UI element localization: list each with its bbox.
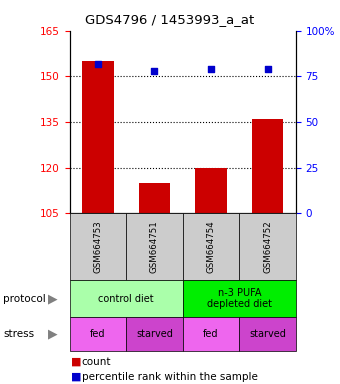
Text: starved: starved: [249, 329, 286, 339]
Text: starved: starved: [136, 329, 173, 339]
Text: stress: stress: [3, 329, 35, 339]
Text: percentile rank within the sample: percentile rank within the sample: [82, 372, 257, 382]
Text: GSM664753: GSM664753: [94, 220, 102, 273]
Bar: [252, 119, 283, 213]
Text: fed: fed: [90, 329, 106, 339]
Text: count: count: [82, 357, 111, 367]
Bar: [139, 183, 170, 213]
Text: ▶: ▶: [48, 328, 57, 341]
Text: GSM664752: GSM664752: [263, 220, 272, 273]
Text: GDS4796 / 1453993_a_at: GDS4796 / 1453993_a_at: [85, 13, 255, 26]
Text: ■: ■: [71, 372, 82, 382]
Text: ■: ■: [71, 357, 82, 367]
Text: fed: fed: [203, 329, 219, 339]
Text: ▶: ▶: [48, 292, 57, 305]
Text: GSM664751: GSM664751: [150, 220, 159, 273]
Text: protocol: protocol: [3, 293, 46, 304]
Point: [265, 66, 270, 72]
Text: GSM664754: GSM664754: [206, 220, 216, 273]
Point: [95, 61, 101, 67]
Text: n-3 PUFA
depleted diet: n-3 PUFA depleted diet: [207, 288, 272, 310]
Point: [152, 68, 157, 74]
Point: [208, 66, 214, 72]
Bar: [82, 61, 114, 213]
Bar: [195, 167, 226, 213]
Text: control diet: control diet: [98, 293, 154, 304]
